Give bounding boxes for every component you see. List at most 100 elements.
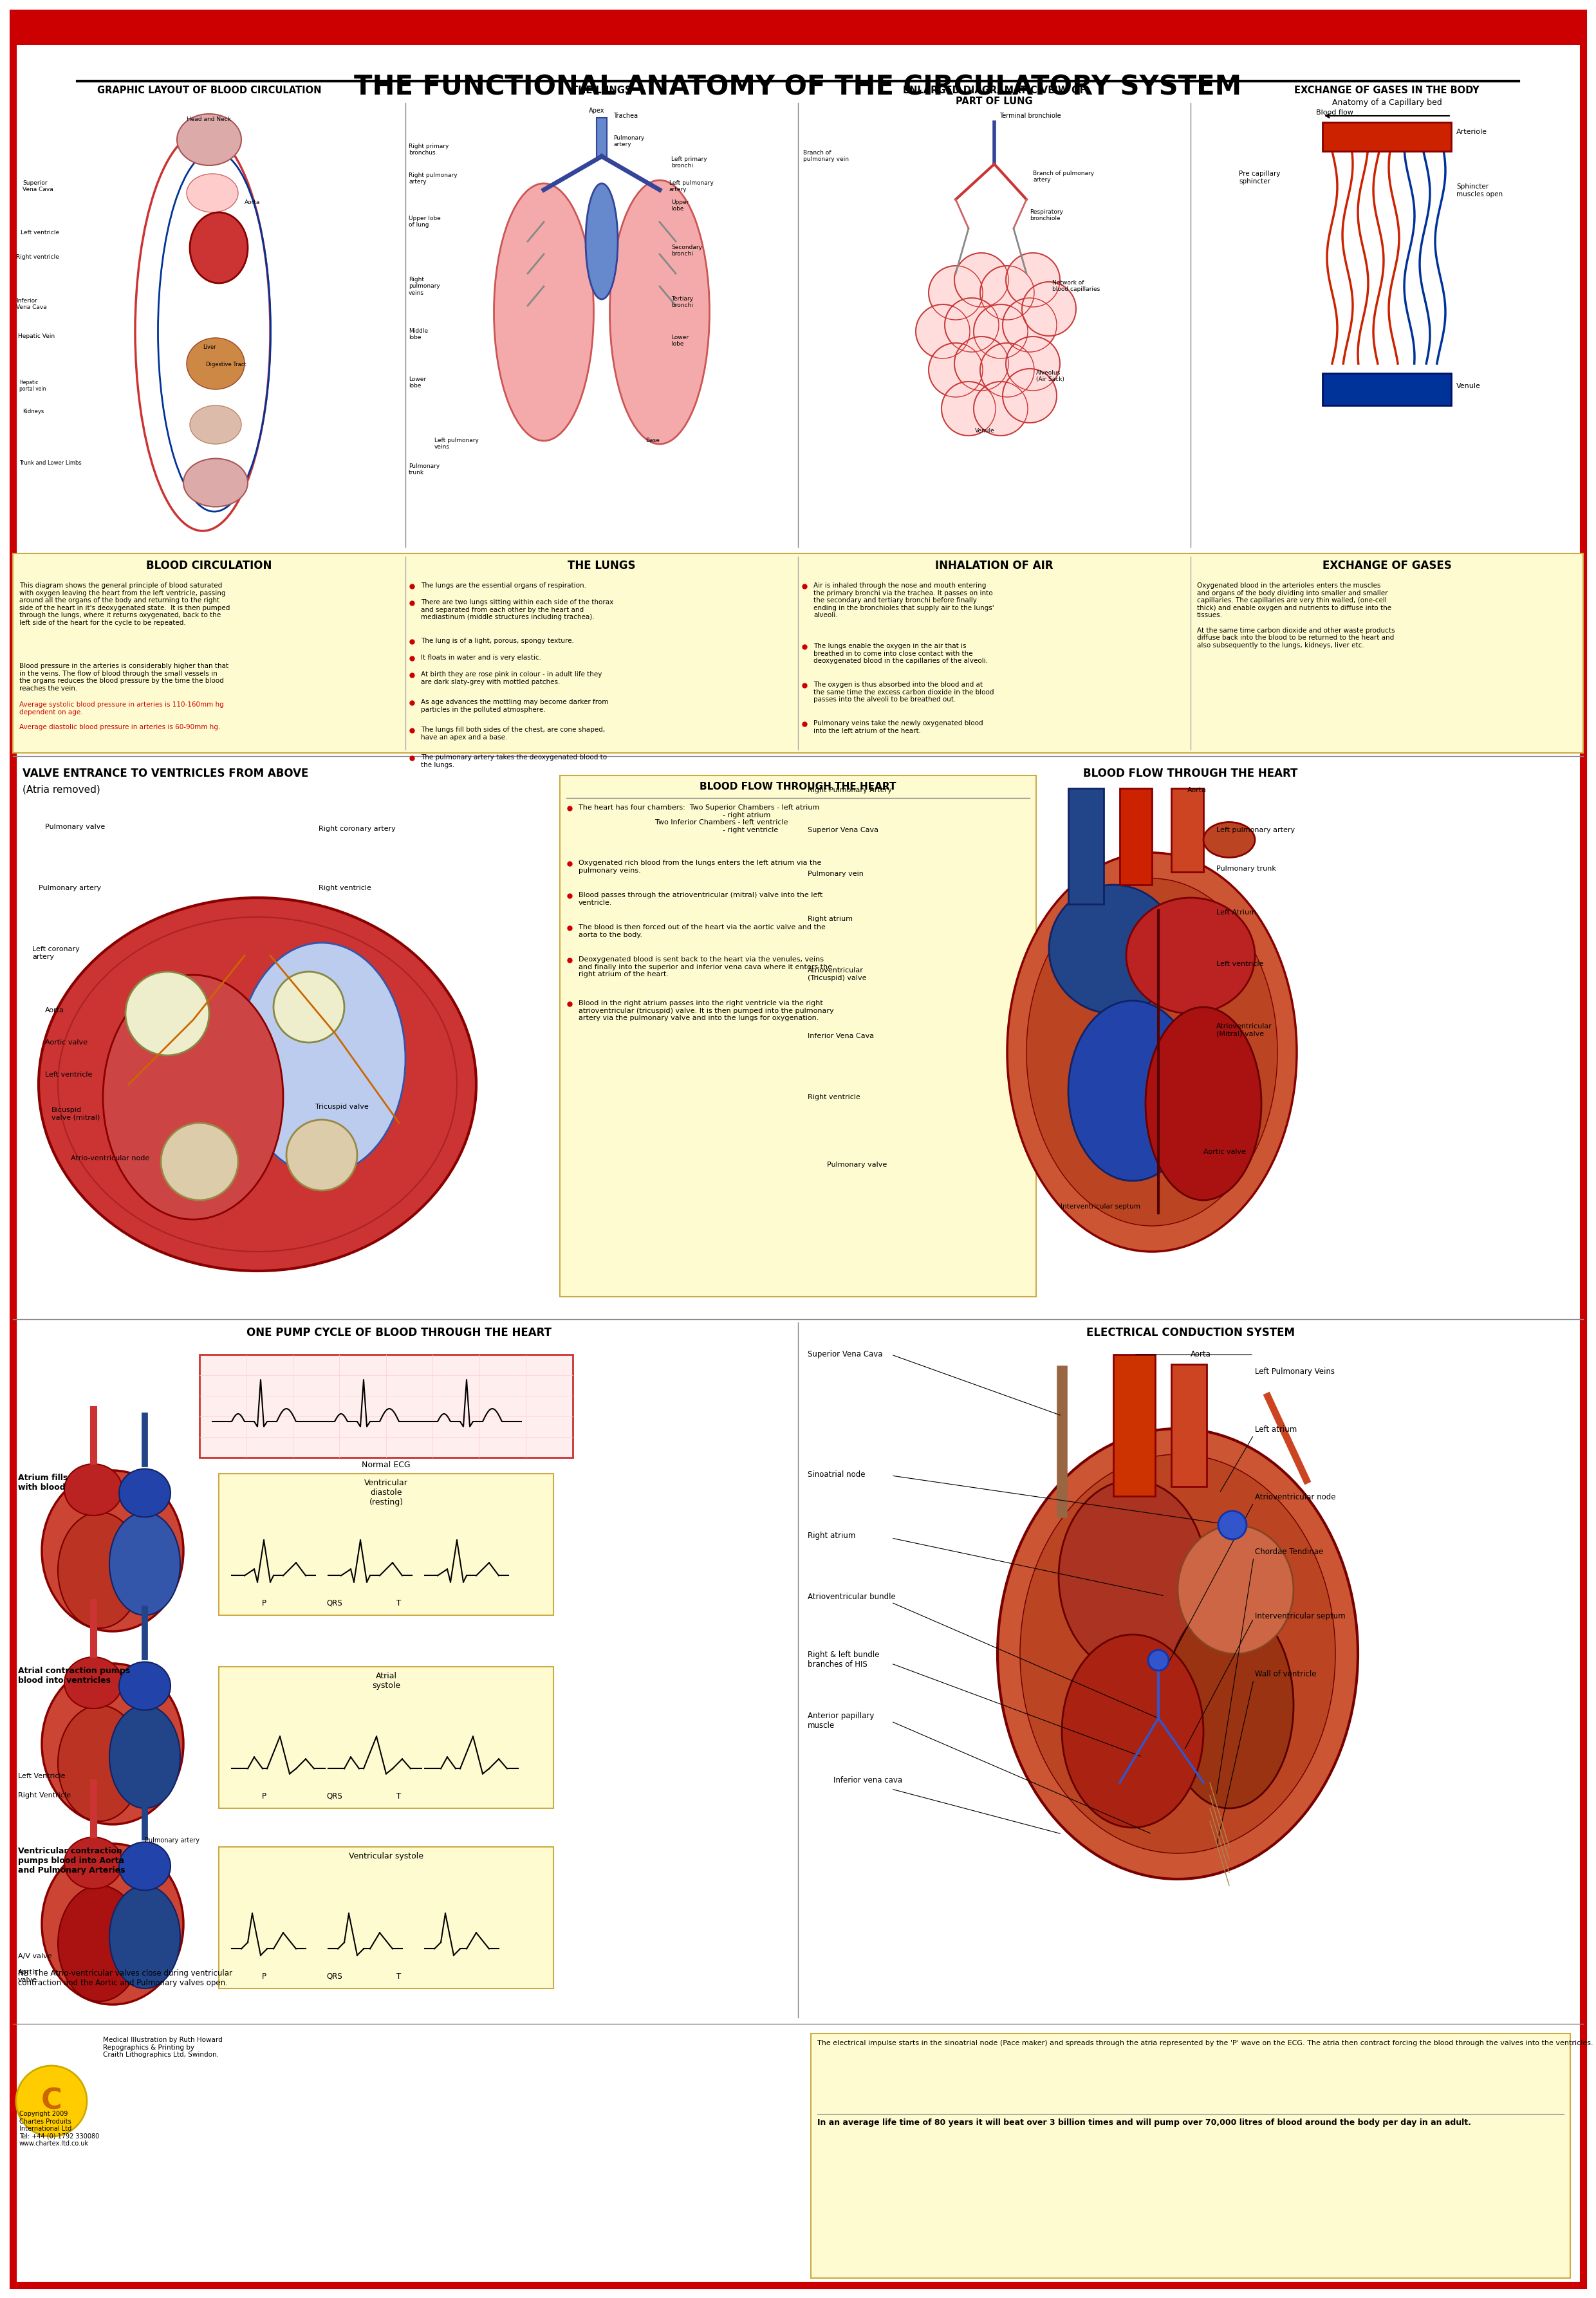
Text: The lungs are the essential organs of respiration.: The lungs are the essential organs of re… [421, 581, 586, 588]
Text: ONE PUMP CYCLE OF BLOOD THROUGH THE HEART: ONE PUMP CYCLE OF BLOOD THROUGH THE HEAR… [246, 1326, 552, 1337]
Text: Head and Neck: Head and Neck [187, 117, 231, 122]
Text: Pre capillary
sphincter: Pre capillary sphincter [1238, 170, 1280, 184]
Text: Venule: Venule [975, 427, 994, 434]
Bar [1323, 372, 1451, 404]
Text: Left ventricle: Left ventricle [45, 1071, 93, 1078]
Bar [1171, 788, 1203, 871]
Bar [13, 14, 1583, 46]
Text: Branch of pulmonary
artery: Branch of pulmonary artery [1033, 170, 1095, 184]
Text: Bicuspid
valve (mitral): Bicuspid valve (mitral) [51, 1108, 101, 1121]
Text: The heart has four chambers:  Two Superior Chambers - left atrium
              : The heart has four chambers: Two Superio… [578, 804, 819, 834]
Text: EXCHANGE OF GASES: EXCHANGE OF GASES [1321, 561, 1451, 572]
Text: Sphincter
muscles open: Sphincter muscles open [1456, 184, 1503, 198]
Text: P: P [262, 1792, 267, 1802]
Text: ENLARGED DIAGRAMATIC VEIW OF
PART OF LUNG: ENLARGED DIAGRAMATIC VEIW OF PART OF LUN… [903, 85, 1085, 106]
Text: Left Ventricle: Left Ventricle [18, 1772, 65, 1779]
Text: INHALATION OF AIR: INHALATION OF AIR [935, 561, 1053, 572]
Text: It floats in water and is very elastic.: It floats in water and is very elastic. [421, 655, 541, 662]
Text: Aortic valve: Aortic valve [45, 1039, 88, 1046]
Text: Network of
blood capillaries: Network of blood capillaries [1052, 280, 1100, 292]
Circle shape [929, 342, 983, 398]
Text: Trachea: Trachea [613, 113, 638, 119]
Text: Kidneys: Kidneys [22, 409, 45, 414]
Ellipse shape [190, 211, 247, 283]
Circle shape [1218, 1512, 1246, 1540]
Ellipse shape [57, 1705, 142, 1820]
Text: Right Ventricle: Right Ventricle [18, 1792, 70, 1799]
Text: Medical Illustration by Ruth Howard
Repographics & Printing by
Craith Lithograph: Medical Illustration by Ruth Howard Repo… [104, 2036, 222, 2059]
Text: Right ventricle: Right ventricle [808, 1094, 860, 1101]
Ellipse shape [104, 974, 282, 1220]
Text: Upper lobe
of lung: Upper lobe of lung [409, 216, 440, 228]
Text: Trunk and Lower Limbs: Trunk and Lower Limbs [19, 460, 81, 466]
Text: Atrio-ventricular node: Atrio-ventricular node [70, 1156, 150, 1160]
Text: Secondary
bronchi: Secondary bronchi [672, 244, 702, 257]
Text: Alveolus
(Air Sack): Alveolus (Air Sack) [1036, 370, 1065, 381]
Text: Interventricular septum: Interventricular septum [1061, 1204, 1140, 1209]
Text: Copyright 2009
Chartes Produits
International Ltd
Tel: +44 (0) 1792 330080
www.c: Copyright 2009 Chartes Produits Internat… [19, 2112, 99, 2146]
Text: Right ventricle: Right ventricle [319, 885, 372, 892]
Text: P: P [262, 1972, 267, 1981]
Circle shape [916, 303, 970, 358]
Bar [1068, 788, 1104, 903]
Ellipse shape [1127, 899, 1254, 1013]
Text: Superior
Vena Cava: Superior Vena Cava [22, 179, 53, 193]
Text: Left pulmonary
artery: Left pulmonary artery [669, 179, 713, 193]
Text: ELECTRICAL CONDUCTION SYSTEM: ELECTRICAL CONDUCTION SYSTEM [1087, 1326, 1294, 1337]
Text: THE FUNCTIONAL ANATOMY OF THE CIRCULATORY SYSTEM: THE FUNCTIONAL ANATOMY OF THE CIRCULATOR… [354, 74, 1242, 101]
Text: Sinoatrial node: Sinoatrial node [808, 1471, 865, 1480]
Ellipse shape [64, 1464, 123, 1514]
Text: NB: The Atrio-ventricular valves close during ventricular
contraction and the Ao: NB: The Atrio-ventricular valves close d… [18, 1969, 233, 1988]
Text: Arteriole: Arteriole [1456, 129, 1487, 136]
Ellipse shape [190, 404, 241, 444]
Text: THE LUNGS: THE LUNGS [568, 561, 635, 572]
Ellipse shape [57, 1884, 142, 2002]
Ellipse shape [1146, 1007, 1261, 1200]
Text: The blood is then forced out of the heart via the aortic valve and the
aorta to : The blood is then forced out of the hear… [578, 924, 825, 938]
Text: Digestive Tract: Digestive Tract [206, 361, 246, 368]
Text: This diagram shows the general principle of blood saturated
with oxygen leaving : This diagram shows the general principle… [19, 581, 230, 625]
Text: T: T [397, 1792, 401, 1802]
Text: Left ventricle: Left ventricle [1216, 961, 1264, 967]
Ellipse shape [1061, 1634, 1203, 1827]
Text: QRS: QRS [327, 1972, 343, 1981]
Text: Pulmonary vein: Pulmonary vein [808, 871, 863, 878]
Text: Superior Vena Cava: Superior Vena Cava [808, 827, 878, 834]
Circle shape [1002, 368, 1057, 423]
Text: Superior Vena Cava: Superior Vena Cava [808, 1351, 883, 1358]
Text: Blood flow: Blood flow [1317, 110, 1353, 115]
Text: Blood in the right atrium passes into the right ventricle via the right
atrioven: Blood in the right atrium passes into th… [578, 1000, 833, 1020]
Text: Tricuspid valve: Tricuspid valve [316, 1103, 369, 1110]
Text: Pulmonary artery: Pulmonary artery [38, 885, 101, 892]
Text: Average systolic blood pressure in arteries is 110-160mm hg
dependent on age.: Average systolic blood pressure in arter… [19, 701, 223, 715]
Ellipse shape [110, 1512, 180, 1615]
Text: Right ventricle: Right ventricle [16, 255, 59, 260]
Text: Atrial contraction pumps
blood into ventricles: Atrial contraction pumps blood into vent… [18, 1666, 131, 1684]
Ellipse shape [1068, 1000, 1197, 1181]
Ellipse shape [1203, 823, 1254, 857]
Text: BLOOD FLOW THROUGH THE HEART: BLOOD FLOW THROUGH THE HEART [1084, 768, 1298, 779]
Text: Branch of
pulmonary vein: Branch of pulmonary vein [803, 149, 849, 163]
Circle shape [273, 972, 345, 1043]
Circle shape [954, 336, 1009, 391]
Text: Left Pulmonary Veins: Left Pulmonary Veins [1254, 1367, 1334, 1377]
Circle shape [1005, 253, 1060, 308]
Ellipse shape [586, 184, 618, 299]
Ellipse shape [1020, 1455, 1336, 1852]
Text: Left ventricle: Left ventricle [21, 230, 59, 234]
Ellipse shape [998, 1429, 1358, 1880]
Text: Hepatic Vein: Hepatic Vein [18, 333, 54, 340]
Bar [597, 117, 606, 156]
Circle shape [929, 267, 983, 319]
Bar [13, 554, 1583, 754]
Text: Right
pulmonary
veins: Right pulmonary veins [409, 276, 440, 296]
Text: Aorta: Aorta [1187, 786, 1207, 793]
Bar [219, 1473, 554, 1615]
Text: At birth they are rose pink in colour - in adult life they
are dark slaty-grey w: At birth they are rose pink in colour - … [421, 671, 602, 685]
Text: GRAPHIC LAYOUT OF BLOOD CIRCULATION: GRAPHIC LAYOUT OF BLOOD CIRCULATION [97, 85, 321, 94]
Ellipse shape [110, 1884, 180, 1988]
Text: Normal ECG: Normal ECG [362, 1462, 410, 1468]
Text: Pulmonary trunk: Pulmonary trunk [1216, 866, 1277, 871]
Bar [1114, 1354, 1156, 1496]
Text: Left pulmonary artery: Left pulmonary artery [1216, 827, 1294, 834]
